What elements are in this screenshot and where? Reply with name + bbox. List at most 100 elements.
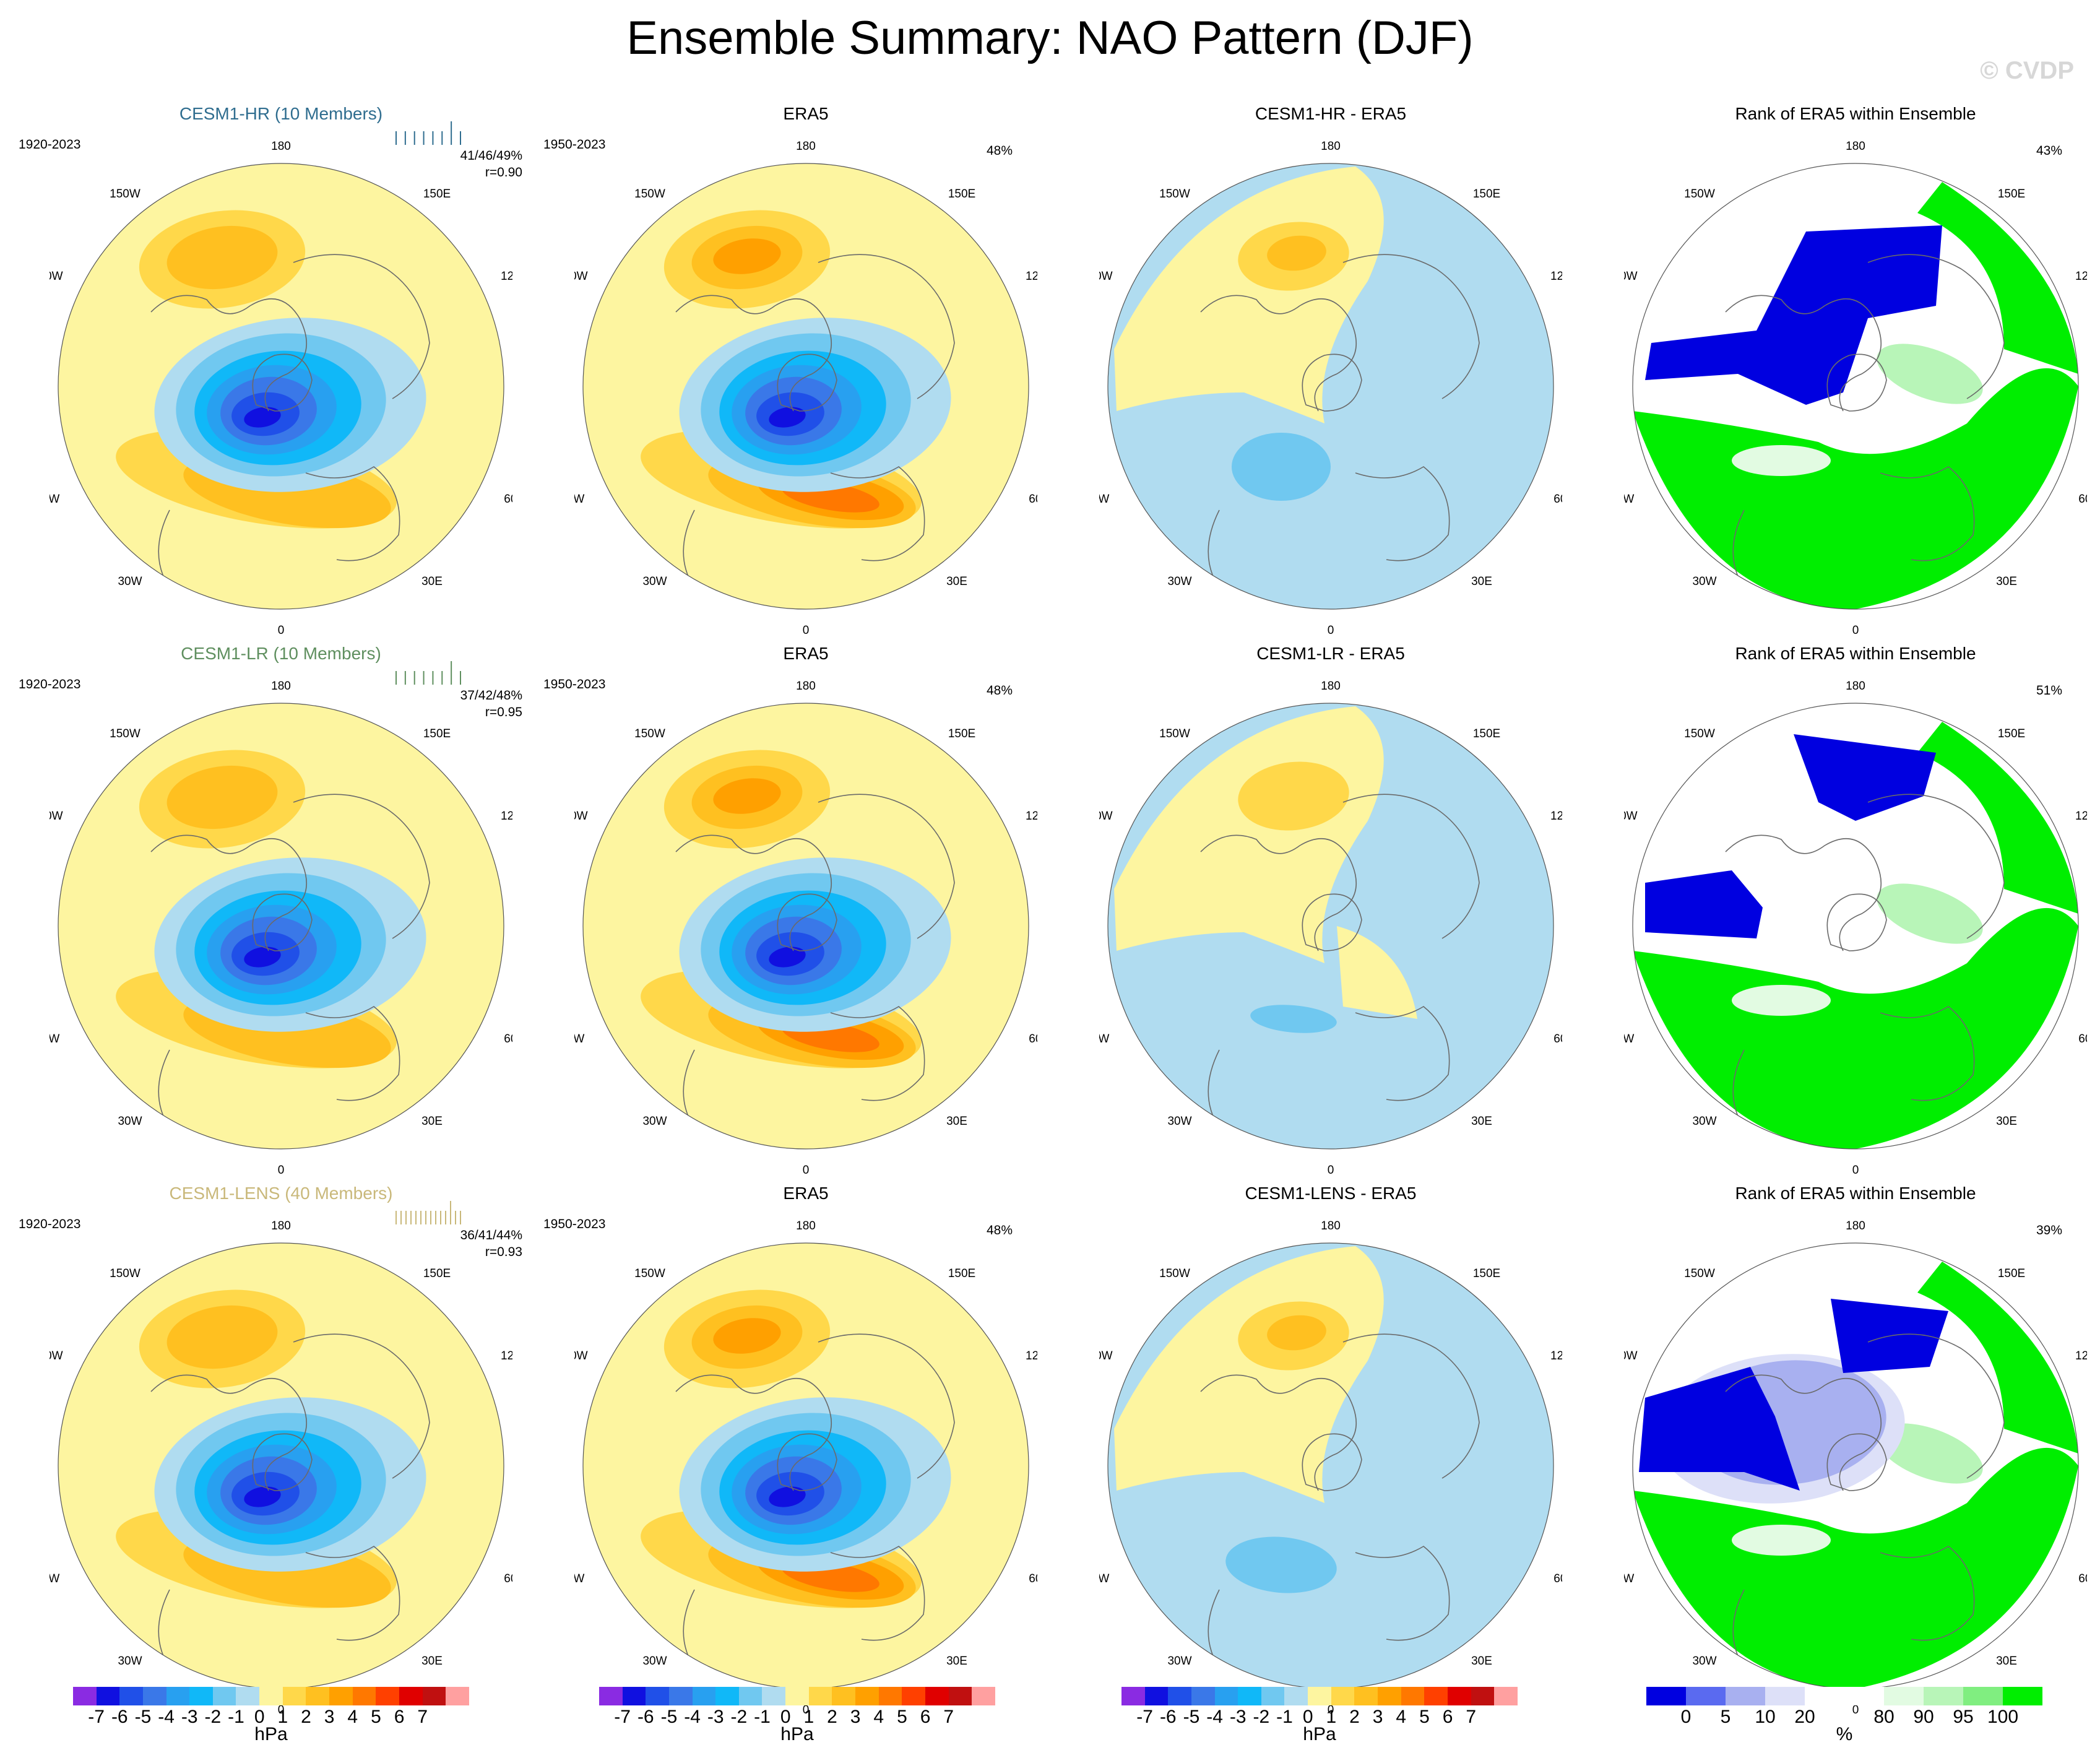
lon-label-r150: 150E [948, 1267, 975, 1280]
lon-label-l30: 30W [118, 575, 142, 588]
lon-label-r30: 30E [421, 1655, 443, 1668]
lon-label-l60: 60W [574, 1033, 584, 1046]
panel-row3-diff: CESM1-LENS - ERA51800150W150E120W120E90W… [1068, 1184, 1593, 1722]
pattern-percent: 39% [2036, 1223, 2063, 1237]
lon-label-r150: 150E [423, 188, 451, 201]
panel-title-obs: ERA5 [783, 1184, 829, 1203]
panel-title-ensemble: CESM1-HR (10 Members) [179, 104, 383, 123]
colorbar-tick-label: 6 [394, 1707, 405, 1727]
colorbar-swatch [1238, 1687, 1261, 1705]
stats-percent: 36/41/44% [460, 1228, 522, 1242]
colorbar-swatch [762, 1687, 786, 1705]
lon-label-top: 180 [1321, 140, 1341, 153]
stats-percent: 37/42/48% [460, 688, 522, 703]
colorbar-swatch [972, 1687, 995, 1705]
lon-label-l60: 60W [1624, 1033, 1634, 1046]
colorbar-swatch [1726, 1687, 1765, 1705]
lon-label-l150: 150W [1159, 1267, 1190, 1280]
panel-title-diff: CESM1-HR - ERA5 [1255, 104, 1407, 123]
lon-label-l120: 120W [574, 270, 588, 283]
colorbar-swatch [599, 1687, 623, 1705]
lon-label-r30: 30E [421, 1115, 443, 1128]
lon-label-r60: 60E [504, 1572, 512, 1585]
lon-label-r30: 30E [1471, 1115, 1492, 1128]
diff-map: 1800150W150E120W120E90W90E60W60E30W30E [1099, 140, 1562, 637]
colorbar-swatch [668, 1687, 693, 1705]
colorbar-tick-label: -6 [111, 1707, 128, 1727]
ensemble-map: 1800150W150E120W120E90W90E60W60E30W30E [50, 1219, 512, 1717]
lon-label-l150: 150W [110, 727, 140, 740]
lon-label-l30: 30W [642, 575, 667, 588]
lon-label-l150: 150W [634, 727, 665, 740]
lon-label-top: 180 [271, 140, 291, 153]
lon-label-r120: 120E [1550, 1349, 1562, 1362]
colorbar-swatch [1144, 1687, 1169, 1705]
pattern-percent: 48% [987, 144, 1013, 158]
lon-label-r150: 150E [1473, 188, 1500, 201]
lon-label-l60: 60W [50, 1572, 59, 1585]
lon-label-top: 180 [271, 680, 291, 693]
lon-label-l150: 150W [110, 1267, 140, 1280]
lon-label-r30: 30E [1996, 575, 2017, 588]
colorbar-swatch [1168, 1687, 1191, 1705]
pattern-percent: 48% [987, 683, 1013, 698]
panel-title-obs: ERA5 [783, 644, 829, 663]
colorbar-tick-label: 1 [277, 1707, 288, 1727]
lon-label-l30: 30W [1692, 575, 1716, 588]
panel-row1-obs: ERA51800150W150E120W120E90W90E60W60E30W3… [543, 104, 1068, 643]
lon-label-top: 180 [1846, 680, 1865, 693]
lon-label-l60: 60W [50, 1033, 59, 1046]
ensemble-stats: 36/41/44% r=0.93 [460, 1227, 522, 1260]
colorbar-swatch [2003, 1687, 2042, 1705]
colorbar-tick-label: 3 [850, 1707, 861, 1727]
lon-label-r60: 60E [1029, 1572, 1037, 1585]
colorbar-swatch [878, 1687, 902, 1705]
lon-label-l60: 60W [1099, 1033, 1109, 1046]
colorbar-tick-label: 0 [780, 1707, 791, 1727]
lon-label-r120: 120E [2075, 1349, 2087, 1362]
lon-label-r60: 60E [2078, 1033, 2087, 1046]
panel-row2-diff: CESM1-LR - ERA51800150W150E120W120E90W90… [1068, 644, 1593, 1182]
colorbar-swatch [96, 1687, 120, 1705]
lon-label-top: 180 [1846, 1219, 1865, 1232]
rank-map: 1800150W150E120W120E90W90E60W60E30W30E [1624, 140, 2087, 637]
lon-label-l60: 60W [1624, 493, 1634, 506]
colorbar-swatch [1284, 1687, 1308, 1705]
stats-bars [395, 1201, 461, 1224]
panel-title-obs: ERA5 [783, 104, 829, 123]
lon-label-r30: 30E [1471, 575, 1492, 588]
lon-label-top: 180 [796, 680, 816, 693]
ensemble-stats: 37/42/48% r=0.95 [460, 687, 522, 721]
colorbar-tick-label: 4 [873, 1707, 884, 1727]
colorbar-tick-label: 95 [1953, 1707, 1974, 1727]
colorbar-tick-label: -2 [1253, 1707, 1270, 1727]
colorbar-swatch [1844, 1687, 1884, 1705]
lon-label-r150: 150E [423, 1267, 451, 1280]
colorbar-swatch [1261, 1687, 1285, 1705]
lon-label-l150: 150W [1684, 1267, 1715, 1280]
lon-label-l30: 30W [1167, 1655, 1191, 1668]
colorbar-swatch [119, 1687, 143, 1705]
colorbar-swatch [1805, 1687, 1844, 1705]
lon-label-r120: 120E [501, 270, 512, 283]
lon-label-r60: 60E [1029, 1033, 1037, 1046]
colorbar-tick-label: 6 [1442, 1707, 1453, 1727]
colorbar-tick-label: -1 [228, 1707, 244, 1727]
lon-label-r60: 60E [2078, 1572, 2087, 1585]
colorbar-tick-label: 20 [1794, 1707, 1815, 1727]
colorbar-tick-label: -7 [614, 1707, 631, 1727]
lon-label-r30: 30E [946, 1115, 967, 1128]
lon-label-l30: 30W [642, 1655, 667, 1668]
pattern-percent: 51% [2036, 683, 2063, 698]
colorbar-tick-label: -5 [1183, 1707, 1200, 1727]
colorbar-tick-label: 5 [371, 1707, 381, 1727]
panel-row3-ensemble: CESM1-LENS (40 Members) 180 0 150W 150E 120W 1… [19, 1184, 543, 1722]
colorbar-tick-label: 3 [324, 1707, 335, 1727]
colorbar-swatch [282, 1687, 306, 1705]
lon-label-l150: 150W [1684, 727, 1715, 740]
lon-label-r120: 120E [1026, 270, 1037, 283]
years-label: 1920-2023 [19, 137, 81, 152]
obs-map: 1800150W150E120W120E90W90E60W60E30W30E [574, 680, 1037, 1177]
lon-label-bottom: 0 [1328, 1164, 1334, 1177]
diff-map: 1800150W150E120W120E90W90E60W60E30W30E [1099, 1219, 1562, 1717]
